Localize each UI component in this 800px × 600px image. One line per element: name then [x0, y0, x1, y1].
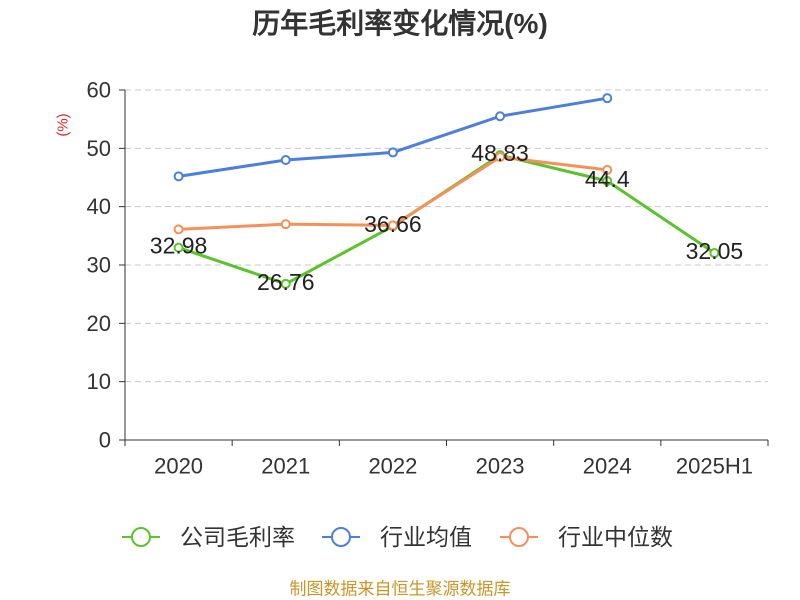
data-point — [173, 171, 184, 182]
data-point — [280, 278, 291, 289]
x-tick-label: 2022 — [368, 454, 417, 479]
x-tick-label: 2020 — [154, 454, 203, 479]
y-tick-label: 0 — [99, 428, 111, 453]
data-point — [602, 93, 613, 104]
x-tick-label: 2023 — [476, 454, 525, 479]
y-axis-label: (%) — [55, 113, 72, 136]
data-point — [280, 155, 291, 165]
legend-item-industry-median[interactable]: 行业中位数 — [500, 524, 673, 550]
data-point — [495, 111, 506, 122]
data-point — [387, 220, 398, 231]
y-tick-label: 40 — [87, 194, 111, 219]
data-point — [387, 147, 398, 158]
legend-marker-icon — [131, 527, 151, 547]
data-labels: 32.98 26.76 36.66 48.83 44.4 32.05 — [150, 140, 743, 295]
y-tick-label: 30 — [87, 253, 111, 278]
series-layer — [173, 93, 720, 289]
legend-item-industry-average[interactable]: 行业均值 — [322, 524, 472, 550]
gridlines — [125, 89, 768, 383]
data-point — [602, 176, 613, 186]
series-industry-median — [173, 152, 613, 235]
legend: 公司毛利率 行业均值 行业中位数 — [122, 524, 673, 550]
legend-item-company-gross-margin[interactable]: 公司毛利率 — [122, 524, 295, 550]
chart-title: 历年毛利率变化情况(%) — [252, 7, 548, 39]
data-label: 26.76 — [257, 269, 315, 295]
data-label: 32.98 — [150, 233, 208, 259]
data-label: 32.05 — [686, 238, 744, 264]
data-point — [173, 224, 184, 235]
data-label: 48.83 — [471, 140, 529, 166]
series-industry-average — [173, 93, 613, 182]
x-tick-label: 2025H1 — [676, 454, 753, 479]
source-note: 制图数据来自恒生聚源数据库 — [290, 580, 511, 599]
data-point — [709, 248, 720, 259]
y-tick-label: 10 — [87, 369, 111, 394]
legend-label: 公司毛利率 — [180, 524, 295, 550]
axes: 0 10 20 30 40 50 60 2020 2021 2022 2023 2024 2025H1 — [87, 78, 769, 479]
legend-label: 行业均值 — [380, 524, 472, 550]
y-tick-label: 60 — [87, 78, 111, 103]
data-label: 36.66 — [364, 211, 422, 237]
y-tick-label: 20 — [87, 311, 111, 336]
data-point — [495, 152, 506, 163]
x-tick-label: 2024 — [583, 454, 632, 479]
series-company-gross-margin — [173, 150, 720, 289]
legend-marker-icon — [331, 527, 351, 547]
data-label: 44.4 — [585, 166, 630, 192]
legend-marker-icon — [509, 527, 529, 547]
legend-label: 行业中位数 — [558, 524, 673, 550]
y-tick-label: 50 — [87, 136, 111, 161]
data-point — [173, 242, 184, 253]
x-tick-label: 2021 — [261, 454, 310, 479]
data-point — [280, 219, 291, 230]
data-point — [602, 164, 613, 175]
